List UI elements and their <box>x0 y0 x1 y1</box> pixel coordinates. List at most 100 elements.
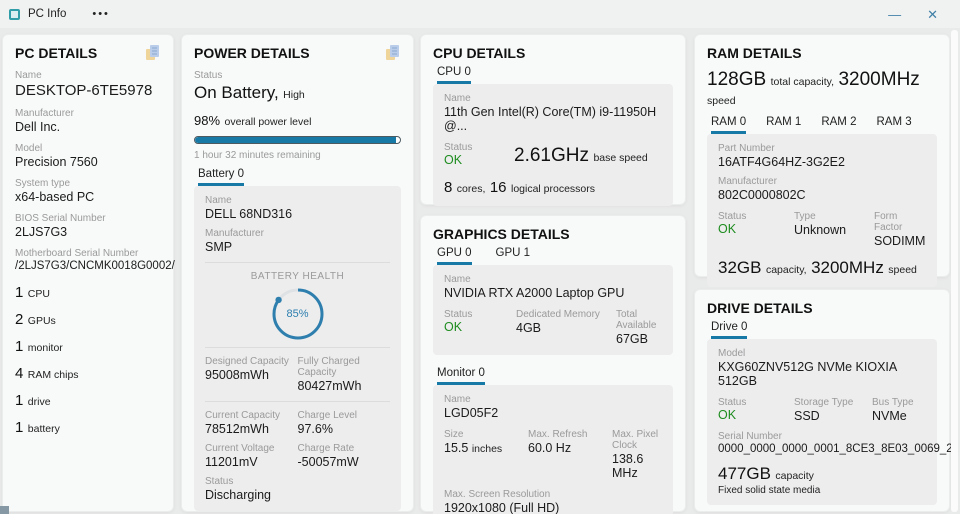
cpu-status-label: Status <box>444 142 473 153</box>
field-value: x64-based PC <box>15 190 95 204</box>
battery-stat-label: Fully Charged Capacity <box>297 356 360 378</box>
drive-stat-value: NVMe <box>872 409 907 423</box>
battery-stat-label: Charge Level <box>297 410 357 421</box>
battery-stat-value: 11201mV <box>205 455 258 469</box>
tab-monitor-0[interactable]: Monitor 0 <box>437 367 485 385</box>
ram-card: Part Number 16ATF4G64HZ-3G2E2 Manufactur… <box>707 134 937 287</box>
window-title: PC Info <box>28 8 67 20</box>
background-corner <box>0 506 9 514</box>
monitor-stat-value: 138.6 MHz <box>612 452 644 480</box>
drive-stat-label: Storage Type <box>794 397 854 408</box>
pc-details-panel: PC DETAILS Name DESKTOP-6TE5978 Manufact… <box>2 34 175 512</box>
ram-stat-label: Form Factor <box>874 211 903 233</box>
monitor-stat-label: Max. Pixel Clock <box>612 429 659 451</box>
field-label: System type <box>15 178 71 189</box>
graphics-details-title: GRAPHICS DETAILS <box>433 226 570 242</box>
ram-stat-label: Status <box>718 211 747 222</box>
ram-stat-label: Type <box>794 211 816 222</box>
monitor-resolution: 1920x1080 (Full HD) <box>444 501 560 514</box>
tab-cpu-0[interactable]: CPU 0 <box>437 66 471 84</box>
summary-item: 4 RAM chips <box>15 365 161 383</box>
copy-icon[interactable] <box>384 44 401 61</box>
field-value: 2LJS7G3 <box>15 225 68 239</box>
title-bar: PC Info ••• — ✕ <box>0 0 960 28</box>
summary-count: 4 <box>15 365 24 382</box>
cpu-status: OK <box>444 153 463 167</box>
summary-item: 1 battery <box>15 419 161 437</box>
monitor-resolution-label: Max. Screen Resolution <box>444 489 551 500</box>
ram-capacity-label: capacity, <box>765 264 807 276</box>
app-icon <box>9 8 20 20</box>
summary-count: 2 <box>15 311 24 328</box>
tab-drive-0[interactable]: Drive 0 <box>711 321 748 339</box>
tab-ram-2[interactable]: RAM 2 <box>821 116 857 128</box>
monitor-name: LGD05F2 <box>444 406 499 420</box>
summary-label: RAM chips <box>27 369 79 381</box>
summary-item: 1 drive <box>15 392 161 410</box>
field-value: Dell Inc. <box>15 120 61 134</box>
summary-count: 1 <box>15 338 24 355</box>
monitor-name-label: Name <box>444 394 471 405</box>
cpu-cores: 8 <box>444 179 453 196</box>
drive-media-type: Fixed solid state media <box>718 485 821 496</box>
graphics-details-panel: GRAPHICS DETAILS GPU 0 GPU 1 Name NVIDIA… <box>420 215 686 514</box>
power-level-percent: 98% <box>194 113 221 128</box>
battery-status-label: Status <box>205 476 234 487</box>
gpu-name-label: Name <box>444 274 471 285</box>
gpu-name: NVIDIA RTX A2000 Laptop GPU <box>444 286 625 300</box>
cpu-details-panel: CPU DETAILS CPU 0 Name 11th Gen Intel(R)… <box>420 34 686 206</box>
tab-ram-3[interactable]: RAM 3 <box>876 116 912 128</box>
summary-item: 2 GPUs <box>15 311 161 329</box>
ram-total-capacity: 128GB <box>707 69 767 90</box>
field-label: Manufacturer <box>15 108 74 119</box>
battery-stat-label: Current Voltage <box>205 443 275 454</box>
drive-capacity: 477GB <box>718 464 771 483</box>
ram-details-panel: RAM DETAILS 128GB total capacity, 3200MH… <box>694 34 950 287</box>
drive-model-label: Model <box>718 348 746 359</box>
summary-label: battery <box>27 423 60 435</box>
field-label: Motherboard Serial Number <box>15 248 139 259</box>
monitor-card: Name LGD05F2 Size 15.5 inches Max. Refre… <box>433 385 673 514</box>
cpu-name: 11th Gen Intel(R) Core(TM) i9-11950H @..… <box>444 105 657 133</box>
battery-card: Name DELL 68ND316 Manufacturer SMP BATTE… <box>194 186 401 511</box>
ram-details-title: RAM DETAILS <box>707 45 802 61</box>
close-button[interactable]: ✕ <box>927 6 938 22</box>
tab-battery-0[interactable]: Battery 0 <box>198 168 245 186</box>
cpu-cores-label: cores, <box>456 183 486 195</box>
scrollbar-track[interactable] <box>951 30 958 512</box>
ram-manufacturer: 802C0000802C <box>718 188 806 202</box>
monitor-stat-value: 15.5 <box>444 441 469 455</box>
battery-stat-label: Charge Rate <box>297 443 355 454</box>
minimize-button[interactable]: — <box>888 6 902 22</box>
tab-ram-1[interactable]: RAM 1 <box>766 116 802 128</box>
battery-stat-label: Designed Capacity <box>205 356 289 367</box>
monitor-stat-unit: inches <box>471 443 503 455</box>
copy-icon[interactable] <box>144 44 161 61</box>
gpu-stat-label: Total Available <box>616 309 657 331</box>
cpu-details-title: CPU DETAILS <box>433 45 526 61</box>
drive-stat-label: Bus Type <box>872 397 914 408</box>
drive-details-panel: DRIVE DETAILS Drive 0 Model KXG60ZNV512G… <box>694 289 960 512</box>
drive-stat-value: SSD <box>794 409 820 423</box>
tab-ram-0[interactable]: RAM 0 <box>711 116 747 134</box>
menu-dots-button[interactable]: ••• <box>92 8 110 20</box>
pc-details-title: PC DETAILS <box>15 45 98 61</box>
ram-status: OK <box>718 222 737 236</box>
battery-name-label: Name <box>205 195 232 206</box>
drive-status: OK <box>718 408 737 422</box>
battery-health-percent: 85% <box>286 308 309 320</box>
battery-health-title: BATTERY HEALTH <box>250 271 345 282</box>
ram-stat-value: Unknown <box>794 223 847 237</box>
monitor-stat-value: 60.0 Hz <box>528 441 572 455</box>
summary-item: 1 CPU <box>15 284 161 302</box>
battery-stat-value: 80427mWh <box>297 379 362 393</box>
tab-gpu-0[interactable]: GPU 0 <box>437 247 472 265</box>
battery-manufacturer-label: Manufacturer <box>205 228 264 239</box>
drive-stat-label: Status <box>718 397 747 408</box>
field-value: /2LJS7G3/CNCMK0018G0002/ <box>15 260 175 272</box>
tab-gpu-1[interactable]: GPU 1 <box>495 247 531 259</box>
drive-card: Model KXG60ZNV512G NVMe KIOXIA 512GB Sta… <box>707 339 960 505</box>
gpu-status: OK <box>444 320 463 334</box>
summary-label: GPUs <box>27 315 56 327</box>
field-label: Model <box>15 143 43 154</box>
